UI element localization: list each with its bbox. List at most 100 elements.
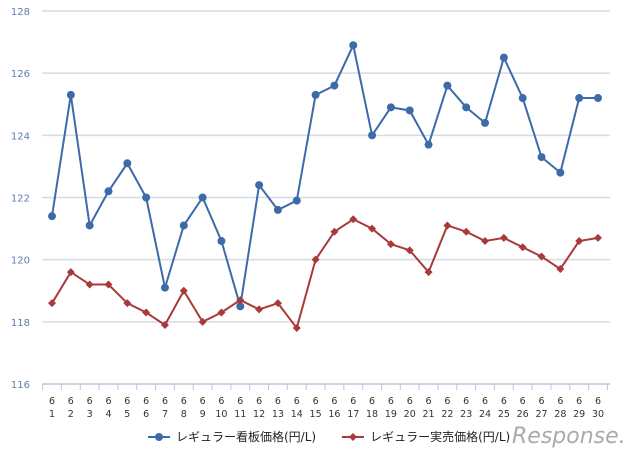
x-tick-month: 6 — [313, 396, 319, 407]
data-point — [104, 280, 113, 289]
x-tick-month: 6 — [501, 396, 507, 407]
legend-label: レギュラー看板価格(円/L) — [176, 430, 317, 444]
data-point — [481, 118, 490, 127]
data-point — [462, 103, 471, 112]
data-point — [85, 280, 94, 289]
data-point — [349, 41, 358, 50]
series-line-2 — [51, 218, 599, 331]
x-tick-month: 6 — [520, 396, 526, 407]
x-tick-day: 28 — [554, 409, 566, 420]
x-tick-month: 6 — [595, 396, 601, 407]
data-point — [518, 243, 527, 252]
data-point — [104, 187, 113, 196]
x-tick-month: 6 — [49, 396, 55, 407]
x-tick-month: 6 — [482, 396, 488, 407]
data-point — [537, 252, 546, 261]
data-point — [255, 181, 264, 190]
x-tick-month: 6 — [388, 396, 394, 407]
data-point — [368, 224, 377, 233]
x-tick-month: 6 — [350, 396, 356, 407]
x-tick-day: 18 — [366, 409, 378, 420]
x-tick-day: 10 — [215, 409, 227, 420]
data-point — [349, 215, 358, 224]
data-point — [142, 193, 151, 202]
blue-circle-marker-icon — [148, 432, 170, 441]
data-point — [499, 53, 508, 62]
x-tick-day: 7 — [162, 409, 168, 420]
x-tick-day: 26 — [517, 409, 529, 420]
x-tick-day: 9 — [200, 409, 206, 420]
x-tick-month: 6 — [87, 396, 93, 407]
x-tick-month: 6 — [237, 396, 243, 407]
data-point — [556, 168, 565, 177]
response-logo: Response. — [512, 424, 626, 449]
data-point — [217, 308, 226, 317]
line-chart: 1161181201221241261286162636465666768696… — [11, 7, 610, 420]
y-tick-label: 116 — [11, 380, 30, 391]
data-point — [386, 240, 395, 249]
data-point — [424, 140, 433, 149]
data-point — [179, 221, 188, 230]
y-tick-label: 122 — [11, 194, 30, 205]
x-tick-month: 6 — [369, 396, 375, 407]
data-point — [292, 324, 301, 333]
data-point — [575, 237, 584, 246]
legend: レギュラー看板価格(円/L) レギュラー実売価格(円/L) — [148, 428, 510, 445]
x-tick-day: 1 — [49, 409, 55, 420]
x-tick-day: 11 — [234, 409, 246, 420]
data-point — [236, 296, 245, 305]
data-point — [85, 221, 94, 230]
data-point — [48, 299, 56, 308]
x-tick-month: 6 — [407, 396, 413, 407]
data-point — [311, 90, 320, 99]
data-point — [443, 221, 452, 230]
data-point — [273, 299, 282, 308]
x-tick-day: 8 — [181, 409, 187, 420]
data-point — [518, 94, 527, 103]
y-tick-label: 128 — [11, 7, 30, 18]
x-tick-day: 16 — [328, 409, 340, 420]
data-point — [48, 212, 56, 221]
x-tick-day: 29 — [573, 409, 585, 420]
data-point — [499, 233, 508, 242]
y-tick-label: 120 — [11, 256, 30, 267]
data-point — [142, 308, 151, 317]
data-point — [537, 153, 546, 162]
data-point — [198, 193, 207, 202]
data-point — [292, 196, 301, 205]
data-point — [594, 233, 602, 242]
data-point — [386, 103, 395, 112]
data-point — [575, 94, 584, 103]
data-point — [368, 131, 377, 140]
data-point — [273, 205, 282, 214]
data-point — [66, 268, 75, 277]
data-point — [311, 255, 320, 264]
data-point — [481, 237, 490, 246]
x-tick-day: 5 — [124, 409, 130, 420]
x-tick-day: 30 — [592, 409, 604, 420]
x-tick-month: 6 — [200, 396, 206, 407]
y-tick-label: 126 — [11, 69, 30, 80]
x-tick-day: 12 — [253, 409, 265, 420]
x-tick-day: 17 — [347, 409, 359, 420]
legend-item-actual-price: レギュラー実売価格(円/L) — [342, 428, 510, 445]
red-diamond-marker-icon — [342, 432, 365, 441]
data-point — [405, 246, 414, 255]
x-tick-month: 6 — [143, 396, 149, 407]
data-point — [556, 264, 565, 273]
data-point — [123, 159, 132, 168]
x-tick-day: 2 — [68, 409, 74, 420]
x-tick-day: 25 — [498, 409, 510, 420]
x-tick-day: 21 — [423, 409, 435, 420]
data-point — [179, 286, 188, 295]
data-point — [330, 81, 339, 90]
legend-label: レギュラー実売価格(円/L) — [370, 430, 511, 444]
data-point — [217, 237, 226, 246]
data-point — [462, 227, 471, 236]
data-point — [198, 317, 207, 326]
x-tick-day: 23 — [460, 409, 472, 420]
x-tick-month: 6 — [426, 396, 432, 407]
x-tick-month: 6 — [105, 396, 111, 407]
x-tick-month: 6 — [331, 396, 337, 407]
legend-item-signboard-price: レギュラー看板価格(円/L) — [148, 428, 316, 445]
